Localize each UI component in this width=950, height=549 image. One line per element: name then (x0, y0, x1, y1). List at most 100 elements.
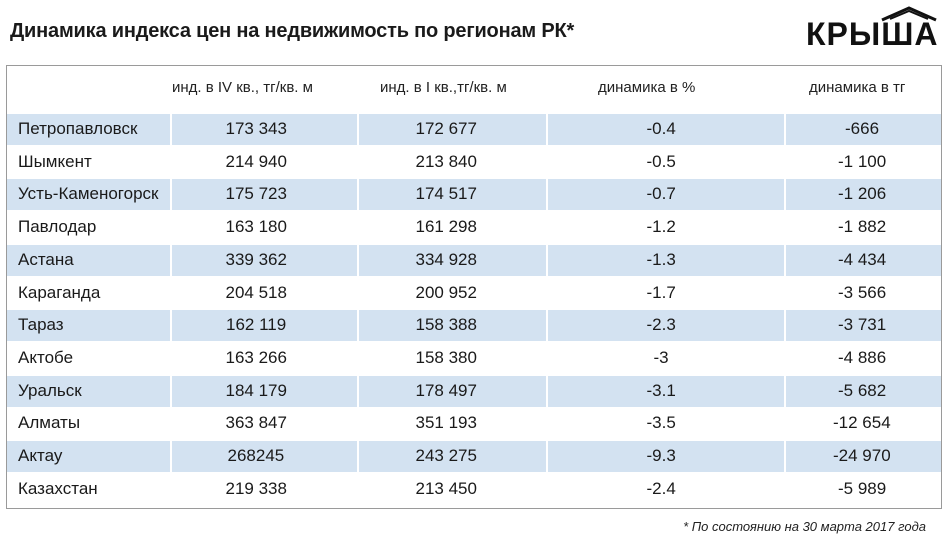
cell-tg: -4 886 (838, 347, 887, 367)
row-highlight (7, 244, 170, 276)
table-row: Уральск 184 179 178 497 -3.1 -5 682 (7, 375, 941, 407)
row-highlight (786, 375, 941, 407)
cell-pct: -3 (653, 347, 669, 367)
cell-q4: 219 338 (225, 478, 287, 498)
cell-city: Павлодар (18, 217, 97, 237)
cell-city: Тараз (18, 315, 64, 335)
row-highlight (359, 179, 546, 211)
header-q1: инд. в I кв.,тг/кв. м (380, 79, 507, 96)
cell-q4: 339 362 (225, 249, 287, 269)
cell-pct: -0.5 (646, 151, 676, 171)
row-highlight (786, 179, 941, 211)
row-highlight (548, 179, 784, 211)
table-row: Казахстан 219 338 213 450 -2.4 -5 989 (7, 474, 941, 505)
cell-city: Петропавловск (18, 119, 138, 138)
row-highlight (359, 114, 546, 145)
table-row: Актау 268245 243 275 -9.3 -24 970 (7, 441, 941, 472)
row-highlight (359, 310, 546, 342)
cell-tg: -24 970 (833, 446, 891, 465)
table-row: Тараз 162 119 158 388 -2.3 -3 731 (7, 310, 941, 342)
table-row: Петропавловск 173 343 172 677 -0.4 -666 (7, 114, 941, 145)
cell-tg: -4 434 (838, 249, 887, 269)
row-highlight (7, 310, 170, 342)
row-highlight (548, 310, 784, 342)
cell-tg: -1 100 (838, 151, 887, 171)
cell-pct: -0.4 (646, 119, 676, 138)
cell-tg: -5 989 (838, 478, 887, 498)
cell-q1: 213 450 (415, 478, 477, 498)
row-highlight (7, 375, 170, 407)
cell-q4: 162 119 (226, 315, 287, 335)
cell-pct: -2.3 (646, 315, 676, 335)
cell-city: Усть-Каменогорск (18, 184, 159, 204)
row-highlight (172, 244, 357, 276)
footnote: * По состоянию на 30 марта 2017 года (683, 519, 926, 534)
cell-tg: -3 566 (838, 282, 887, 302)
cell-pct: -1.2 (646, 217, 676, 237)
cell-q4: 214 940 (225, 151, 287, 171)
row-highlight (548, 244, 784, 276)
cell-pct: -1.3 (646, 249, 676, 269)
cell-q1: 334 928 (415, 249, 477, 269)
table-row: Павлодар 163 180 161 298 -1.2 -1 882 (7, 212, 941, 243)
table-row: Караганда 204 518 200 952 -1.7 -3 566 (7, 278, 941, 309)
cell-q1: 158 388 (415, 315, 477, 335)
cell-q1: 174 517 (415, 184, 477, 204)
page-title: Динамика индекса цен на недвижимость по … (10, 20, 575, 42)
table-row: Усть-Каменогорск 175 723 174 517 -0.7 -1 206 (7, 179, 941, 211)
cell-q1: 178 497 (415, 380, 477, 400)
cell-city: Астана (18, 249, 74, 269)
cell-tg: -3 731 (838, 315, 887, 335)
logo: КРЫША (806, 6, 940, 50)
cell-q1: 213 840 (415, 151, 477, 171)
cell-tg: -12 654 (833, 413, 891, 433)
cell-city: Актобе (18, 347, 74, 367)
cell-pct: -3.5 (646, 413, 676, 433)
cell-q4: 184 179 (225, 380, 287, 400)
cell-q1: 200 952 (415, 282, 477, 302)
cell-pct: -9.3 (646, 446, 676, 465)
cell-q1: 351 193 (415, 413, 477, 433)
row-highlight (172, 441, 357, 472)
cell-city: Казахстан (18, 478, 98, 498)
row-highlight (786, 310, 941, 342)
cell-tg: -1 206 (838, 184, 887, 204)
cell-tg: -5 682 (838, 380, 887, 400)
cell-city: Шымкент (18, 151, 92, 171)
cell-pct: -1.7 (646, 282, 676, 302)
cell-pct: -3.1 (646, 380, 676, 400)
cell-q1: 158 380 (415, 347, 477, 367)
row-highlight (172, 375, 357, 407)
row-highlight (359, 375, 546, 407)
cell-q4: 173 343 (225, 119, 287, 138)
table-frame (6, 65, 942, 509)
row-highlight (548, 375, 784, 407)
row-highlight (359, 244, 546, 276)
row-highlight (7, 441, 170, 472)
row-highlight (786, 441, 941, 472)
table-row: Алматы 363 847 351 193 -3.5 -12 654 (7, 408, 941, 439)
row-highlight (172, 310, 357, 342)
cell-q4: 204 518 (225, 282, 287, 302)
cell-tg: -1 882 (838, 217, 887, 237)
table-row: Астана 339 362 334 928 -1.3 -4 434 (7, 244, 941, 276)
cell-pct: -0.7 (646, 184, 676, 204)
row-highlight (359, 441, 546, 472)
row-highlight (172, 179, 357, 211)
cell-q4: 163 266 (225, 347, 287, 367)
row-highlight (786, 114, 941, 145)
cell-q4: 268245 (227, 446, 285, 465)
cell-q4: 163 180 (225, 217, 287, 237)
header-tg: динамика в тг (809, 79, 906, 96)
header-pct: динамика в % (598, 79, 696, 96)
cell-tg: -666 (845, 119, 880, 138)
house-roof-icon (881, 6, 937, 22)
cell-pct: -2.4 (646, 478, 676, 498)
cell-city: Алматы (18, 413, 81, 433)
table-row: Шымкент 214 940 213 840 -0.5 -1 100 (7, 147, 941, 178)
row-highlight (7, 114, 170, 145)
cell-q4: 175 723 (225, 184, 287, 204)
cell-city: Актау (18, 446, 63, 465)
row-highlight (548, 441, 784, 472)
cell-q1: 243 275 (415, 446, 477, 465)
